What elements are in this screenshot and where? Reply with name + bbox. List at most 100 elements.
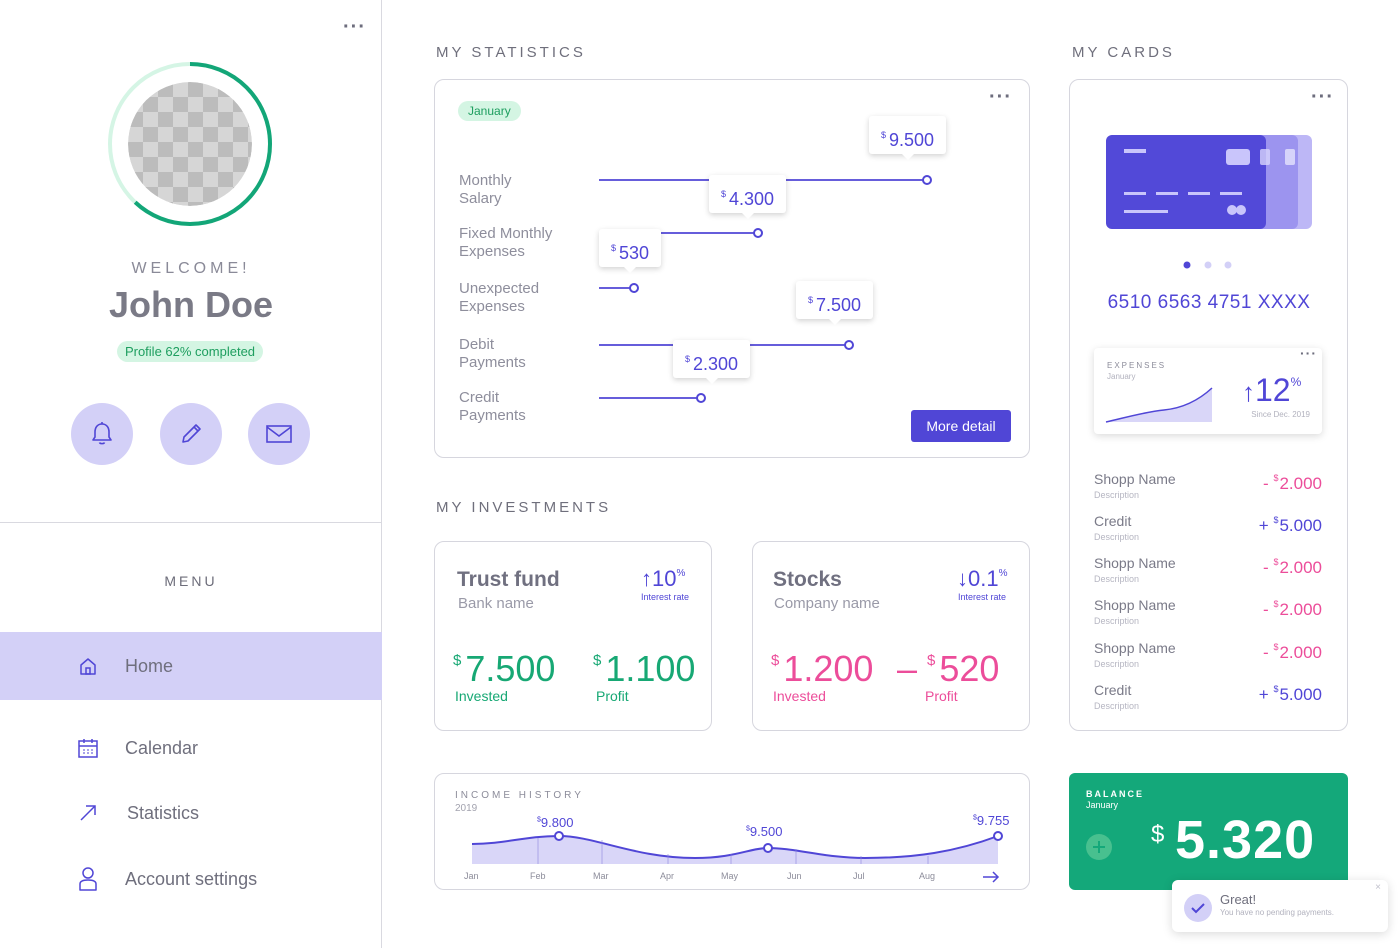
- month-badge[interactable]: January: [458, 101, 521, 121]
- month-tick: Jun: [787, 871, 802, 881]
- currency-symbol: $: [746, 825, 750, 833]
- amount-value: 520: [939, 648, 1000, 689]
- edit-profile-button[interactable]: [160, 403, 222, 465]
- more-options-icon[interactable]: ···: [989, 86, 1012, 108]
- stat-value-tooltip: $2.300: [673, 340, 751, 384]
- arrow-right-icon[interactable]: [982, 871, 1000, 883]
- currency-symbol: $: [771, 652, 780, 669]
- income-history-chart: [471, 831, 1003, 864]
- transaction-amount: - $2.000: [1263, 473, 1322, 494]
- mail-icon: [266, 425, 292, 443]
- stat-label-line: Payments: [459, 407, 526, 424]
- stat-value-tooltip: $7.500: [796, 281, 874, 325]
- transaction-row[interactable]: Shopp Name Description - $2.000: [1094, 555, 1322, 595]
- stat-label-line: Debit: [459, 336, 495, 353]
- transaction-row[interactable]: Shopp Name Description - $2.000: [1094, 640, 1322, 680]
- month-tick: Jul: [853, 871, 865, 881]
- invested-amount: $7.500: [453, 648, 555, 690]
- rate-value: 0.1: [968, 566, 999, 591]
- currency-symbol: $: [593, 652, 602, 669]
- currency-symbol: $: [1273, 515, 1279, 525]
- income-peak-label: $9.800: [537, 815, 573, 830]
- stat-value-tooltip: $4.300: [709, 175, 787, 219]
- menu-item-label: Account settings: [125, 868, 258, 889]
- currency-symbol: $: [1273, 473, 1279, 483]
- month-tick: May: [721, 871, 739, 881]
- stat-label-line: Unexpected: [459, 280, 540, 297]
- transaction-desc: Description: [1094, 616, 1140, 626]
- avatar[interactable]: [106, 60, 274, 228]
- transaction-row[interactable]: Shopp Name Description - $2.000: [1094, 471, 1322, 511]
- stat-value: 2.300: [693, 354, 739, 374]
- amount-sign: -: [1263, 474, 1269, 493]
- expenses-sparkline: [1105, 387, 1213, 423]
- add-funds-button[interactable]: [1086, 834, 1112, 860]
- investment-subtitle: Company name: [774, 595, 880, 612]
- credit-card-carousel[interactable]: [1070, 80, 1349, 280]
- amount-sign: -: [1263, 643, 1269, 662]
- menu-item-account-settings[interactable]: Account settings: [0, 845, 382, 913]
- toast-title: Great!: [1220, 892, 1257, 907]
- transaction-name: Credit: [1094, 513, 1132, 529]
- plus-icon: [1093, 841, 1105, 853]
- transaction-desc: Description: [1094, 574, 1140, 584]
- notifications-button[interactable]: [71, 403, 133, 465]
- transaction-amount: + $5.000: [1259, 515, 1322, 536]
- more-detail-button[interactable]: More detail: [911, 410, 1011, 442]
- rate-arrow-down-icon: ↓: [957, 566, 968, 591]
- menu-title: MENU: [164, 573, 218, 589]
- transaction-desc: Description: [1094, 659, 1140, 669]
- expenses-title: EXPENSES: [1107, 361, 1167, 370]
- income-peak-label: $9.755: [973, 813, 1009, 828]
- amount-sign: -: [1263, 600, 1269, 619]
- menu-item-home[interactable]: Home: [0, 632, 382, 700]
- month-tick: Jan: [464, 871, 479, 881]
- investment-card-stocks[interactable]: Stocks Company name ↓0.1% Interest rate …: [752, 541, 1030, 731]
- user-icon: [76, 867, 100, 891]
- carousel-dot[interactable]: [1224, 261, 1232, 269]
- stat-value: 530: [619, 243, 650, 263]
- more-options-icon[interactable]: ···: [1300, 345, 1317, 361]
- invested-amount: $1.200: [771, 648, 873, 690]
- more-options-icon[interactable]: ···: [343, 16, 366, 38]
- menu-item-calendar[interactable]: Calendar: [0, 714, 382, 782]
- interest-rate-label: Interest rate: [958, 592, 1007, 602]
- investment-card-trust-fund[interactable]: Trust fund Bank name ↑10% Interest rate …: [434, 541, 712, 731]
- home-icon: [76, 654, 100, 678]
- stat-value: 9.500: [889, 130, 935, 150]
- stat-label: Debit Payments: [459, 336, 579, 372]
- currency-symbol: $: [973, 814, 977, 822]
- messages-button[interactable]: [248, 403, 310, 465]
- calendar-icon: [76, 736, 100, 760]
- carousel-dot[interactable]: [1183, 261, 1191, 269]
- profit-label: Profit: [925, 688, 958, 704]
- carousel-dot[interactable]: [1204, 261, 1212, 269]
- toast-message: You have no pending payments.: [1220, 908, 1335, 917]
- expenses-widget[interactable]: EXPENSES January ··· ↑12% Since Dec. 201…: [1094, 345, 1322, 434]
- stat-label: Monthly Salary: [459, 172, 579, 208]
- currency-symbol: $: [1273, 599, 1279, 609]
- expenses-change: ↑12%: [1242, 372, 1301, 409]
- transaction-desc: Description: [1094, 490, 1140, 500]
- month-tick: Mar: [593, 871, 609, 881]
- close-icon[interactable]: ×: [1375, 882, 1381, 893]
- menu-item-statistics[interactable]: Statistics: [0, 779, 382, 847]
- transaction-row[interactable]: Credit Description + $5.000: [1094, 682, 1322, 722]
- rate-arrow-up-icon: ↑: [641, 566, 652, 591]
- expenses-month: January: [1107, 372, 1136, 381]
- stat-value-tooltip: $9.500: [869, 116, 947, 160]
- transaction-amount: - $2.000: [1263, 557, 1322, 578]
- transaction-row[interactable]: Shopp Name Description - $2.000: [1094, 597, 1322, 637]
- transaction-row[interactable]: Credit Description + $5.000: [1094, 513, 1322, 553]
- currency-symbol: $: [808, 295, 814, 305]
- invested-label: Invested: [773, 688, 826, 704]
- menu-item-label: Home: [125, 655, 174, 676]
- transaction-name: Shopp Name: [1094, 471, 1176, 487]
- currency-symbol: $: [537, 816, 541, 824]
- income-peak-label: $9.500: [746, 824, 782, 839]
- stat-label-line: Expenses: [459, 243, 525, 260]
- interest-rate: ↓0.1%: [957, 566, 1008, 592]
- transaction-name: Credit: [1094, 682, 1132, 698]
- amount-value: 5.000: [1279, 685, 1322, 704]
- bell-icon: [92, 422, 112, 445]
